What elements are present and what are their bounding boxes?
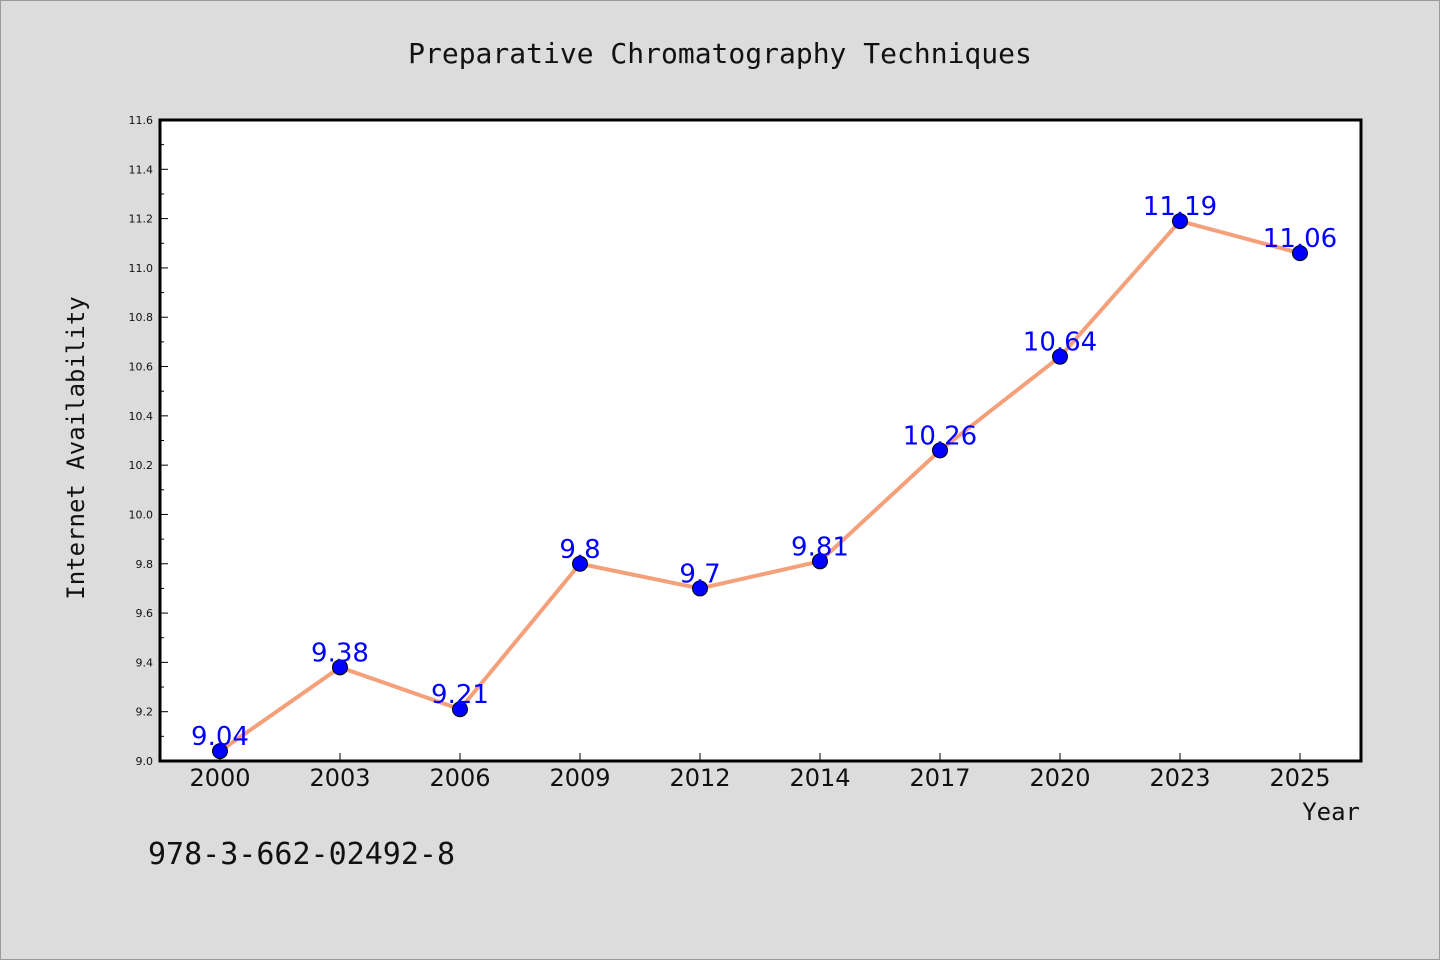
footnote-isbn: 978-3-662-02492-8 — [148, 837, 455, 872]
y-tick-label: 10.6 — [129, 361, 154, 374]
x-tick-label: 2014 — [789, 764, 850, 792]
data-labels: 9.04 9.38 9.21 9.8 9.7 9.81 10.26 10.64 11.19 11.… — [191, 192, 1337, 752]
x-tick-label: 2012 — [669, 764, 730, 792]
data-point-marker — [812, 553, 828, 570]
x-tick-label: 2023 — [1149, 764, 1210, 792]
data-point-marker — [1172, 213, 1188, 230]
plot-frame — [158, 118, 1363, 763]
y-tick-label: 11.4 — [129, 163, 154, 176]
data-point-marker — [1292, 245, 1308, 262]
x-tick-label: 2009 — [549, 764, 610, 792]
y-tick-label: 9.0 — [136, 755, 154, 768]
series-polyline — [218, 219, 1302, 754]
y-tick-label: 9.6 — [136, 607, 154, 620]
data-label: 9.04 — [191, 722, 249, 752]
x-axis-label: Year — [1302, 798, 1360, 826]
data-label: 9.7 — [679, 559, 720, 589]
x-tick-label: 2017 — [909, 764, 970, 792]
data-point-marker — [572, 555, 588, 572]
y-axis: 9.0 9.2 9.4 9.6 9.8 10.0 10.2 10.4 10.6 10.8 11.0 1… — [129, 114, 168, 768]
y-tick-label: 10.2 — [129, 459, 154, 472]
y-tick-label: 11.2 — [129, 213, 154, 226]
x-tick-label: 2020 — [1029, 764, 1090, 792]
y-tick-label: 11.0 — [129, 262, 154, 275]
data-point-marker — [1052, 348, 1068, 365]
y-axis-label: Internet Availability — [62, 296, 90, 599]
x-tick-label: 2003 — [309, 764, 370, 792]
data-point-marker — [212, 743, 228, 760]
data-label: 9.38 — [311, 638, 369, 668]
y-tick-label: 11.6 — [129, 114, 154, 127]
y-tick-label: 10.0 — [129, 508, 154, 521]
data-point-marker — [452, 701, 468, 718]
series-line — [218, 219, 1302, 754]
y-tick-label: 10.8 — [129, 311, 154, 324]
data-label: 10.64 — [1023, 328, 1097, 358]
data-label: 11.06 — [1263, 224, 1337, 254]
chart-title: Preparative Chromatography Techniques — [408, 37, 1032, 70]
y-tick-label: 10.4 — [129, 410, 154, 423]
data-point-marker — [692, 580, 708, 597]
y-tick-label: 9.4 — [136, 656, 154, 669]
data-label: 9.81 — [791, 532, 849, 562]
data-label: 11.19 — [1143, 192, 1217, 222]
data-point-marker — [932, 442, 948, 459]
x-tick-label: 2025 — [1269, 764, 1330, 792]
y-tick-label: 9.2 — [136, 706, 154, 719]
data-point-marker — [332, 659, 348, 676]
data-label: 9.21 — [431, 680, 489, 710]
data-label: 9.8 — [559, 535, 600, 565]
plot-area — [160, 120, 1361, 761]
x-axis: 2000 2003 2006 2009 2012 2014 2017 2020 2023 2025 — [189, 753, 1331, 792]
series-markers — [212, 213, 1308, 760]
y-tick-label: 9.8 — [136, 558, 154, 571]
data-label: 10.26 — [903, 421, 977, 451]
x-tick-label: 2000 — [189, 764, 250, 792]
x-tick-label: 2006 — [429, 764, 490, 792]
